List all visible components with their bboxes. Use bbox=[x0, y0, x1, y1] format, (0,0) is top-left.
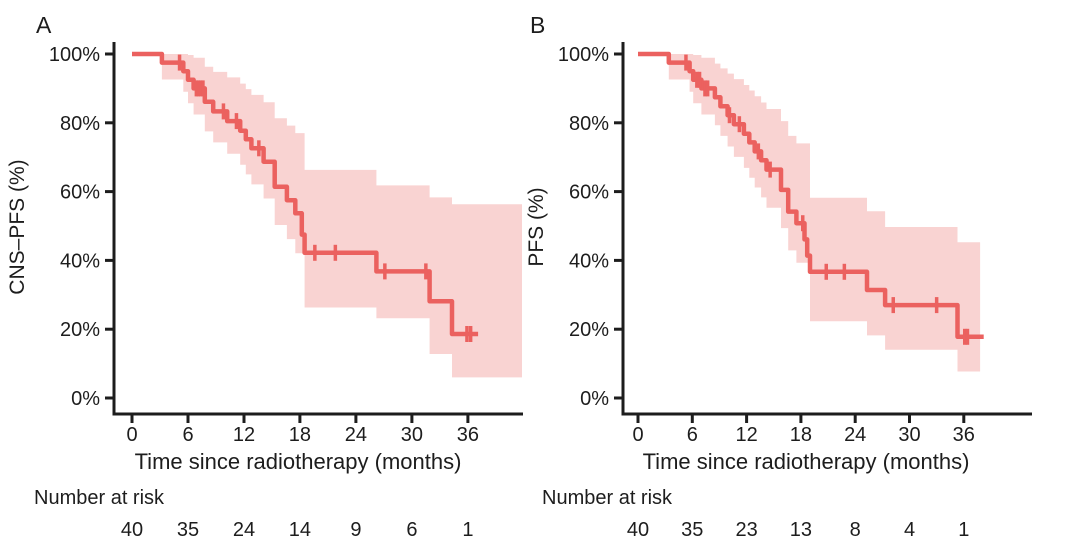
y-tick-label: 80% bbox=[569, 113, 609, 135]
censor-tick bbox=[695, 71, 699, 88]
y-tick-label: 40% bbox=[60, 250, 100, 272]
censor-tick bbox=[756, 143, 761, 160]
y-tick-label: 60% bbox=[569, 182, 609, 204]
censor-tick bbox=[705, 80, 710, 97]
x-axis-ticks-b: 0 6 12 18 24 30 36 bbox=[632, 414, 975, 446]
y-tick-label: 20% bbox=[569, 319, 609, 341]
censor-tick bbox=[424, 263, 428, 280]
censor-tick bbox=[194, 80, 199, 97]
censor-tick bbox=[697, 71, 702, 88]
ci-band-a bbox=[161, 54, 522, 378]
y-tick-label: 40% bbox=[569, 250, 609, 272]
risk-count: 35 bbox=[177, 519, 199, 541]
x-tick-label: 6 bbox=[687, 424, 698, 446]
risk-count: 13 bbox=[790, 519, 812, 541]
censor-tick bbox=[201, 80, 205, 97]
censor-tick bbox=[468, 326, 473, 342]
censor-tick bbox=[684, 54, 688, 71]
censor-tick bbox=[234, 113, 239, 130]
y-tick-label: 0% bbox=[71, 388, 100, 410]
y-tick-label: 60% bbox=[60, 182, 100, 204]
panel-a-number-at-risk-label: Number at risk bbox=[34, 487, 165, 509]
censor-tick bbox=[196, 80, 200, 97]
x-tick-label: 12 bbox=[735, 424, 757, 446]
censor-tick bbox=[465, 326, 469, 342]
y-tick-label: 100% bbox=[558, 44, 609, 66]
axes-a bbox=[112, 42, 523, 416]
censor-tick bbox=[965, 328, 970, 345]
y-tick-label: 80% bbox=[60, 113, 100, 135]
censor-tick bbox=[198, 80, 203, 97]
censor-tick bbox=[703, 80, 707, 97]
risk-count: 24 bbox=[233, 519, 255, 541]
panel-a-x-axis-title: Time since radiotherapy (months) bbox=[134, 449, 462, 474]
censor-marks-b bbox=[684, 54, 970, 345]
censor-marks-a bbox=[177, 54, 473, 342]
censor-tick bbox=[333, 244, 338, 261]
censor-tick bbox=[824, 263, 828, 280]
risk-count: 9 bbox=[350, 519, 361, 541]
panel-b-letter: B bbox=[530, 12, 546, 38]
x-tick-label: 0 bbox=[126, 424, 137, 446]
x-tick-label: 30 bbox=[898, 424, 920, 446]
censor-tick bbox=[257, 140, 261, 157]
x-tick-label: 36 bbox=[457, 424, 479, 446]
risk-count: 35 bbox=[681, 519, 703, 541]
risk-count: 8 bbox=[850, 519, 861, 541]
risk-count: 23 bbox=[735, 519, 757, 541]
censor-tick bbox=[727, 107, 732, 124]
x-tick-label: 18 bbox=[289, 424, 311, 446]
censor-tick bbox=[383, 263, 387, 280]
censor-tick bbox=[313, 244, 317, 261]
risk-count: 4 bbox=[904, 519, 915, 541]
y-tick-label: 20% bbox=[60, 319, 100, 341]
risk-count: 1 bbox=[958, 519, 969, 541]
panel-a-y-axis-title: CNS–PFS (%) bbox=[6, 159, 29, 295]
censor-tick bbox=[768, 161, 772, 178]
ci-band-b bbox=[668, 54, 981, 372]
y-tick-label: 100% bbox=[49, 44, 100, 66]
censor-tick bbox=[801, 215, 805, 232]
panel-b-number-at-risk-label: Number at risk bbox=[542, 487, 673, 509]
risk-count: 14 bbox=[289, 519, 311, 541]
censor-tick bbox=[177, 54, 182, 71]
y-axis-ticks-a: 100% 80% 60% 40% 20% 0% bbox=[49, 44, 114, 410]
x-tick-label: 36 bbox=[953, 424, 975, 446]
censor-tick bbox=[221, 103, 226, 120]
panel-b-x-axis-title: Time since radiotherapy (months) bbox=[642, 449, 970, 474]
risk-count: 40 bbox=[627, 519, 649, 541]
x-tick-label: 24 bbox=[345, 424, 367, 446]
km-curve-a bbox=[132, 51, 479, 337]
x-tick-label: 0 bbox=[632, 424, 643, 446]
x-axis-ticks-a: 0 6 12 18 24 30 36 bbox=[126, 414, 479, 446]
risk-numbers-a: 40 35 24 14 9 6 1 bbox=[121, 519, 474, 541]
censor-tick bbox=[891, 297, 895, 314]
y-tick-label: 0% bbox=[580, 388, 609, 410]
y-axis-ticks-b: 100% 80% 60% 40% 20% 0% bbox=[558, 44, 623, 410]
x-tick-label: 30 bbox=[401, 424, 423, 446]
risk-count: 6 bbox=[406, 519, 417, 541]
x-tick-label: 12 bbox=[233, 424, 255, 446]
axes-b bbox=[621, 42, 1032, 416]
x-tick-label: 24 bbox=[844, 424, 866, 446]
censor-tick bbox=[963, 328, 967, 345]
risk-numbers-b: 40 35 23 13 8 4 1 bbox=[627, 519, 969, 541]
censor-tick bbox=[934, 297, 939, 314]
censor-tick bbox=[737, 116, 742, 133]
censor-tick bbox=[842, 263, 847, 280]
risk-count: 1 bbox=[462, 519, 473, 541]
risk-count: 40 bbox=[121, 519, 143, 541]
x-tick-label: 18 bbox=[790, 424, 812, 446]
x-tick-label: 6 bbox=[182, 424, 193, 446]
panel-b-y-axis-title: PFS (%) bbox=[525, 187, 548, 267]
panel-a-letter: A bbox=[36, 12, 52, 38]
